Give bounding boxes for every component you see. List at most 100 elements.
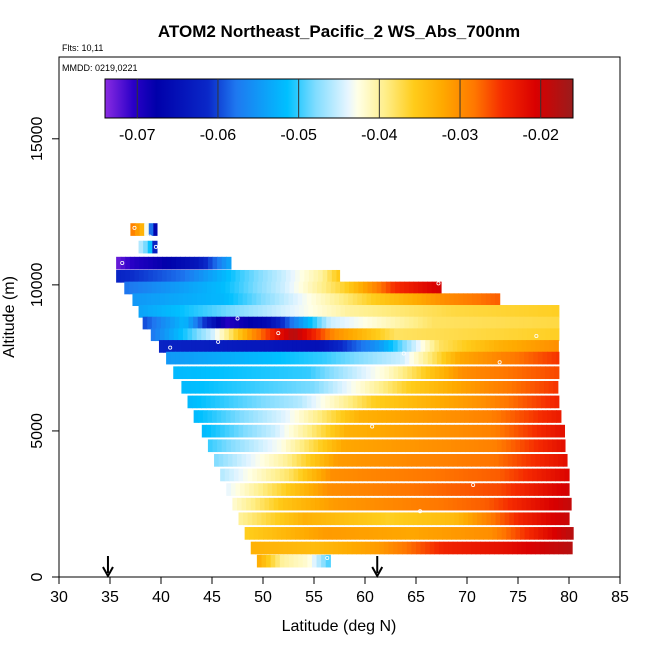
heatmap-cell [284, 316, 291, 330]
heatmap-cell [327, 269, 333, 283]
heatmap-cell [521, 454, 527, 467]
heatmap-cell [187, 293, 193, 307]
heatmap-cell [292, 454, 298, 467]
heatmap-cell [266, 554, 272, 568]
heatmap-band [132, 293, 501, 307]
heatmap-cell [546, 424, 552, 438]
sample-point [153, 244, 158, 249]
heatmap-cell [320, 395, 326, 409]
heatmap-cell [458, 468, 465, 482]
heatmap-cell [469, 305, 475, 318]
heatmap-cell [179, 316, 185, 330]
heatmap-cell [242, 328, 248, 342]
heatmap-cell [351, 340, 357, 353]
heatmap-cell [424, 380, 430, 394]
heatmap-cell [526, 366, 532, 380]
heatmap-cell [468, 468, 474, 482]
heatmap-cell [495, 328, 501, 342]
heatmap-cell [274, 366, 280, 380]
heatmap-cell [344, 316, 350, 330]
heatmap-cell [499, 395, 505, 409]
flights-label: Flts: 10,11 [62, 43, 103, 53]
heatmap-cell [260, 328, 267, 342]
heatmap-cell [372, 351, 378, 365]
heatmap-cell [455, 351, 461, 365]
heatmap-cell [477, 512, 483, 526]
heatmap-cell [475, 497, 481, 511]
heatmap-cell [451, 527, 457, 540]
heatmap-cell [249, 527, 255, 540]
heatmap-cell [272, 483, 278, 496]
heatmap-cell [299, 305, 305, 318]
heatmap-cell [278, 541, 284, 555]
heatmap-cell [313, 269, 319, 283]
heatmap-cell [248, 316, 254, 330]
heatmap-cell [367, 468, 373, 482]
heatmap-cell [544, 541, 550, 555]
heatmap-cell [498, 454, 504, 467]
heatmap-cell [360, 454, 367, 467]
heatmap-cell [329, 293, 335, 307]
heatmap-cell [183, 316, 190, 330]
heatmap-cell [446, 483, 452, 496]
heatmap-cell [248, 351, 254, 365]
heatmap-cell [518, 512, 524, 526]
heatmap-cell [278, 497, 284, 511]
heatmap-cell [261, 468, 267, 482]
heatmap-cell [510, 527, 517, 540]
heatmap-cell [432, 410, 438, 423]
heatmap-cell [294, 316, 300, 330]
heatmap-cell [547, 439, 553, 453]
heatmap-cell [214, 366, 220, 380]
heatmap-cell [448, 366, 454, 380]
heatmap-cell [335, 351, 342, 365]
heatmap-cell [397, 497, 403, 511]
heatmap-cell [226, 269, 232, 283]
heatmap-cell [407, 395, 414, 409]
heatmap-cell [512, 340, 518, 353]
heatmap-cell [389, 424, 396, 438]
heatmap-cell [241, 497, 247, 511]
heatmap-cell [503, 497, 509, 511]
heatmap-cell [292, 340, 298, 353]
heatmap-cell [483, 527, 489, 540]
heatmap-cell [210, 424, 217, 438]
heatmap-cell [379, 454, 385, 467]
heatmap-cell [475, 541, 481, 555]
heatmap-cell [334, 328, 340, 342]
heatmap-cell [182, 328, 189, 342]
heatmap-cell [455, 439, 461, 453]
heatmap-cell [367, 281, 373, 295]
heatmap-cell [450, 351, 456, 365]
heatmap-cell [314, 380, 320, 394]
flight-markers [102, 556, 384, 579]
heatmap-cell [347, 454, 353, 467]
heatmap-cell [317, 410, 323, 423]
heatmap-cell [352, 366, 358, 380]
heatmap-cell [522, 366, 528, 380]
heatmap-cell [311, 468, 318, 482]
heatmap-cell [552, 527, 558, 540]
heatmap-cell [305, 340, 312, 353]
heatmap-cell [276, 305, 282, 318]
heatmap-cell [371, 468, 377, 482]
heatmap-cell [494, 366, 500, 380]
heatmap-cell [453, 293, 459, 307]
heatmap-cell [406, 380, 412, 394]
heatmap-cell [264, 497, 270, 511]
heatmap-cell [302, 554, 308, 568]
heatmap-cell [395, 305, 401, 318]
heatmap-cell [549, 497, 555, 511]
heatmap-cell [255, 541, 261, 555]
heatmap-cell [282, 541, 289, 555]
heatmap-cell [550, 328, 556, 342]
heatmap-cell [273, 380, 279, 394]
heatmap-cell [373, 439, 379, 453]
heatmap-cell [480, 541, 486, 555]
heatmap-cell [500, 316, 506, 330]
heatmap-cell [347, 340, 353, 353]
heatmap-cell [349, 281, 355, 295]
heatmap-cell [542, 483, 549, 496]
heatmap-cell [501, 527, 507, 540]
heatmap-cell [538, 439, 544, 453]
